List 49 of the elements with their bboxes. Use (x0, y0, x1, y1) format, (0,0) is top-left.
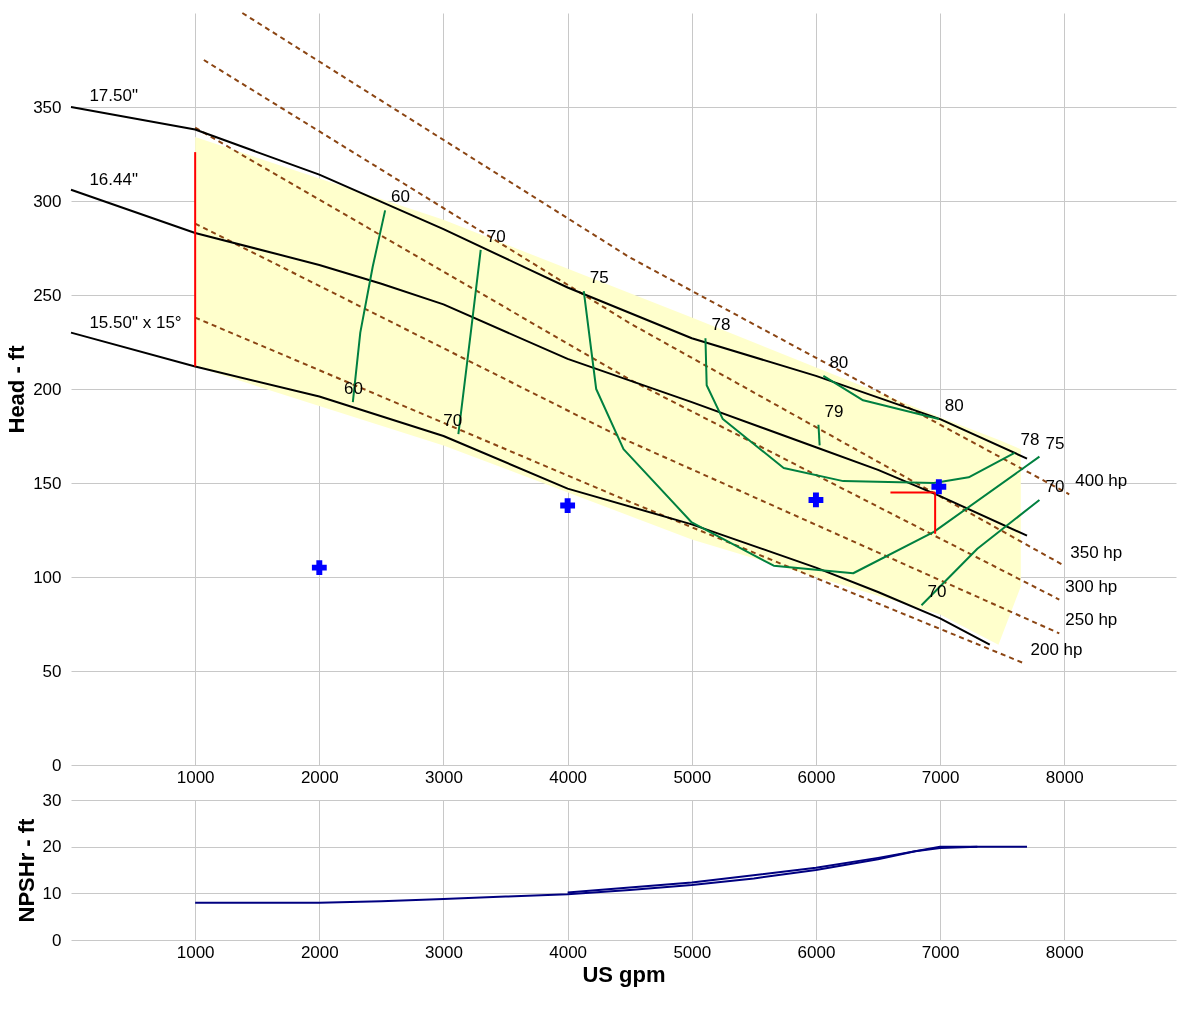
y-tick-label: 200 (33, 379, 62, 399)
x-tick-label: 5000 (673, 942, 712, 962)
x-tick-label: 5000 (673, 767, 712, 787)
annotation: 75 (1045, 433, 1065, 453)
y-tick-label: 300 (33, 191, 62, 211)
annotation: 17.50" (89, 85, 138, 105)
annotation: 70 (1045, 476, 1065, 496)
annotation: 60 (391, 187, 411, 207)
x-axis-title: US gpm (582, 961, 666, 987)
x-tick-label: 6000 (797, 942, 836, 962)
y-tick-label: 250 (33, 285, 62, 305)
annotation: 250 hp (1065, 610, 1118, 630)
annotation: 400 hp (1075, 471, 1128, 491)
annotation: 200 hp (1030, 640, 1083, 660)
y-tick-label: 50 (42, 661, 62, 681)
x-tick-label: 2000 (300, 942, 339, 962)
annotation: 300 hp (1065, 576, 1118, 596)
annotation: 70 (486, 226, 506, 246)
x-tick-label: 3000 (425, 942, 463, 962)
x-tick-label: 8000 (1045, 942, 1084, 962)
y-tick-label: 10 (42, 883, 62, 903)
y-tick-label: 100 (33, 567, 62, 587)
x-tick-label: 7000 (921, 942, 960, 962)
x-tick-label: 2000 (300, 767, 339, 787)
y-tick-label: 0 (52, 755, 62, 775)
x-tick-label: 6000 (797, 767, 836, 787)
y-tick-label: 0 (52, 930, 62, 950)
annotation: 79 (824, 401, 844, 421)
annotation: 78 (711, 315, 731, 335)
annotation: 75 (589, 268, 609, 288)
x-tick-label: 7000 (921, 767, 960, 787)
annotation: 16.44" (89, 170, 138, 190)
annotation: 78 (1020, 429, 1040, 449)
y-tick-label: 20 (42, 837, 62, 857)
y-axis-title: Head - ft (4, 344, 30, 434)
y-tick-label: 30 (42, 790, 62, 810)
x-tick-label: 4000 (549, 767, 588, 787)
x-tick-label: 3000 (425, 767, 463, 787)
x-tick-label: 1000 (176, 942, 215, 962)
y-tick-label: 350 (33, 97, 62, 117)
annotation: 80 (944, 396, 964, 416)
y-axis-title: NPSHr - ft (13, 817, 39, 923)
annotation: 15.50" x 15° (89, 313, 182, 333)
x-tick-label: 8000 (1045, 767, 1084, 787)
x-tick-label: 4000 (549, 942, 588, 962)
x-tick-label: 1000 (176, 767, 215, 787)
y-tick-label: 150 (33, 473, 62, 493)
annotation: 80 (829, 352, 849, 372)
annotation: 350 hp (1070, 542, 1123, 562)
